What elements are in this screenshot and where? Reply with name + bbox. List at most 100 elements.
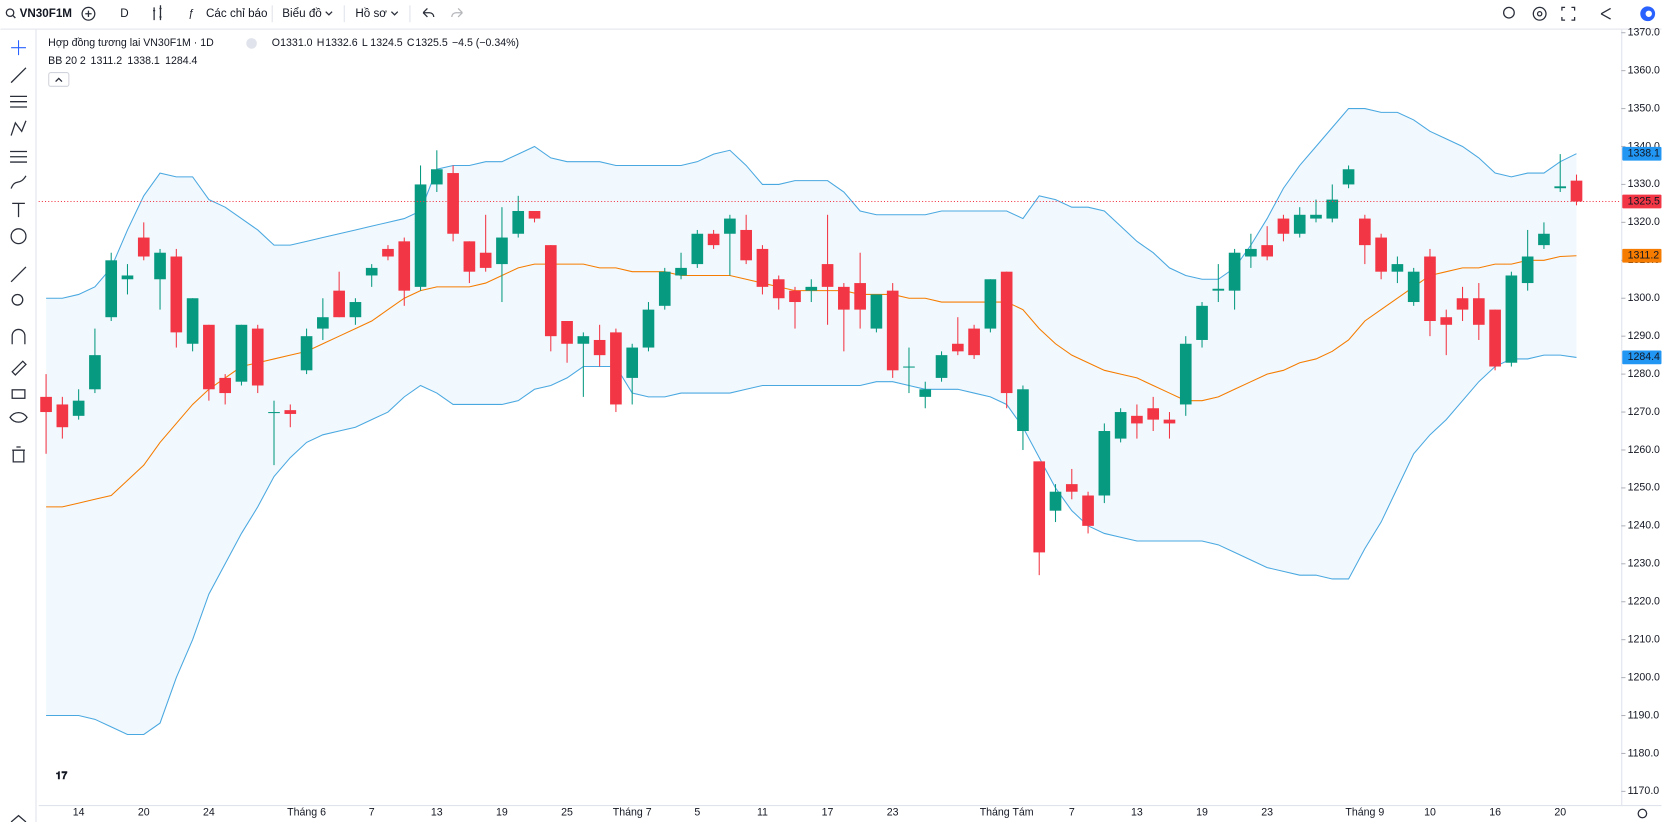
time-settings[interactable] <box>1637 808 1648 819</box>
interval[interactable]: D <box>120 7 128 20</box>
lock-tool[interactable] <box>11 389 26 399</box>
price-tag <box>1622 146 1662 161</box>
legend-eye[interactable] <box>246 38 257 49</box>
candle-body <box>1440 317 1453 325</box>
chart-button[interactable]: Biểu đồ <box>282 7 321 20</box>
y-tick-label: 1370.0 <box>1628 26 1660 38</box>
candle-body <box>89 355 101 390</box>
candle-body <box>317 317 329 329</box>
crosshair-tool[interactable] <box>11 40 26 56</box>
candle-body <box>1293 214 1306 234</box>
price-tag <box>1622 248 1662 263</box>
candle-body <box>414 184 427 287</box>
delete-tool[interactable] <box>12 446 25 463</box>
candle-body <box>1049 491 1062 511</box>
hide-tool[interactable] <box>9 411 28 423</box>
x-tick-label: 19 <box>1196 806 1208 818</box>
candle-body <box>1163 419 1176 424</box>
settings-button[interactable] <box>1532 6 1547 21</box>
share-button[interactable] <box>1600 7 1611 20</box>
search-icon-handle <box>12 14 16 19</box>
candle-body <box>870 294 883 329</box>
y-tick-label: 1170.0 <box>1628 785 1660 797</box>
y-tick-label: 1280.0 <box>1628 368 1660 380</box>
bar-style-button[interactable] <box>153 5 162 21</box>
bb-label: BB 20 2 <box>48 55 86 67</box>
top-toolbar: VN30F1M D ƒ Các chỉ báo Biểu đồ Hồ sơ <box>0 5 1662 30</box>
indicators-button[interactable]: Các chỉ báo <box>206 7 267 20</box>
candle-body <box>1033 461 1046 553</box>
legend-title: Hợp đồng tương lai VN30F1M · 1D <box>48 37 214 49</box>
candle-body <box>642 309 655 348</box>
y-tick-label: 1180.0 <box>1628 747 1660 759</box>
candle-body <box>756 248 769 287</box>
candle-body <box>1261 245 1273 257</box>
candle-body <box>658 271 671 306</box>
x-tick-label: 25 <box>561 806 573 818</box>
candle-body <box>593 339 606 356</box>
profile-button[interactable]: Hồ sơ <box>355 7 387 20</box>
left-toolbar <box>9 29 37 822</box>
candle-body <box>577 336 590 344</box>
y-tick-label: 1350.0 <box>1628 102 1660 114</box>
fullscreen-button[interactable] <box>1561 6 1576 21</box>
search-icon[interactable] <box>5 8 15 18</box>
zoom-tool[interactable] <box>11 293 24 306</box>
x-tick-label: 19 <box>496 806 508 818</box>
collapse-arrow[interactable] <box>10 814 27 822</box>
candle-body <box>1065 484 1078 492</box>
candle-body <box>1424 256 1436 322</box>
candle-body <box>1212 288 1225 291</box>
candle-body <box>496 237 508 265</box>
brush-tool[interactable] <box>10 175 27 189</box>
candle-body <box>203 324 215 390</box>
projection-tool[interactable] <box>10 150 28 163</box>
undo-button[interactable] <box>422 8 435 18</box>
y-tick-label: 1320.0 <box>1628 216 1660 228</box>
candle-body <box>984 279 997 329</box>
candle-body <box>626 347 639 378</box>
text-tool[interactable] <box>12 202 25 218</box>
alert-button[interactable] <box>1503 6 1515 19</box>
bb-value: 1338.1 <box>127 55 159 67</box>
candle-body <box>349 302 362 318</box>
candle-body <box>479 252 492 268</box>
candle-body <box>105 260 118 318</box>
candle-body <box>1017 389 1029 432</box>
legend: Hợp đồng tương lai VN30F1M · 1D −4.5 (−0… <box>48 37 519 87</box>
icon-tool[interactable] <box>10 228 27 245</box>
fib-tool[interactable] <box>10 95 28 108</box>
x-tick-label: 13 <box>431 806 443 818</box>
x-tick-label: 23 <box>887 806 899 818</box>
candle-body <box>1000 271 1013 394</box>
magnet-tool[interactable] <box>11 328 26 345</box>
y-tick-label: 1270.0 <box>1628 406 1660 418</box>
candle-body <box>463 241 476 272</box>
candle-body <box>1407 271 1420 303</box>
candle-body <box>1521 256 1534 284</box>
candle-body <box>186 298 199 344</box>
x-tick-label: 20 <box>138 806 150 818</box>
candle-body <box>284 410 297 414</box>
redo-button[interactable] <box>451 8 463 18</box>
candle-body <box>903 366 915 368</box>
y-tick-label: 1300.0 <box>1628 292 1660 304</box>
pattern-tool[interactable] <box>10 120 27 136</box>
symbol[interactable]: VN30F1M <box>20 7 72 20</box>
y-tick-label: 1190.0 <box>1628 709 1660 721</box>
measure-tool[interactable] <box>10 266 27 283</box>
candle-body <box>170 256 183 333</box>
candle-body <box>235 324 248 382</box>
candle-body <box>268 412 280 414</box>
candle-body <box>154 252 166 280</box>
candle-body <box>1179 343 1192 405</box>
lock-drawing-tool[interactable] <box>11 360 27 376</box>
candle-body <box>1098 431 1111 496</box>
candle-body <box>1147 408 1160 420</box>
collapse-legend[interactable] <box>48 72 70 87</box>
trend-line-tool[interactable] <box>10 67 27 84</box>
compare-button[interactable] <box>81 6 96 21</box>
y-tick-label: 1330.0 <box>1628 178 1660 190</box>
x-tick-label: 14 <box>73 806 85 818</box>
